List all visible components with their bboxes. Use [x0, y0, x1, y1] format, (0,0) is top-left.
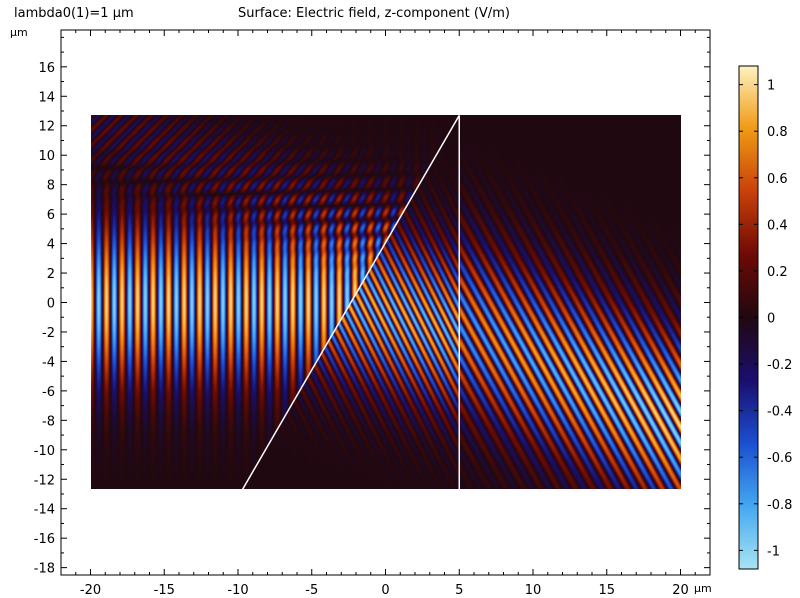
- colorbar: 1 0.8 0.6 0.4 0.2 0 -0.2 -0.4 -0.6 -0.8 -1: [738, 65, 792, 570]
- y-tick-label: 12: [38, 120, 55, 135]
- x-tick-label: -20: [80, 583, 101, 598]
- x-tick-label: 0: [381, 583, 389, 598]
- y-tick-label: -18: [34, 562, 55, 577]
- y-tick-label: -8: [42, 414, 55, 429]
- y-axis: -18 -16 -14 -12 -10 -8 -6 -4 -2 0 2 4 6 8 10 12 14 16: [34, 36, 710, 577]
- y-tick-label: -6: [42, 385, 55, 400]
- field-surface: [90, 115, 681, 490]
- x-tick-label: 15: [598, 583, 615, 598]
- y-tick-label: -12: [34, 473, 55, 488]
- x-tick-label: 20: [672, 583, 689, 598]
- x-unit-label: µm: [694, 582, 712, 595]
- colorbar-tick-label: 0.4: [767, 218, 788, 233]
- colorbar-tick-label: 0.2: [767, 265, 788, 280]
- y-tick-label: -2: [42, 326, 55, 341]
- y-tick-label: 10: [38, 149, 55, 164]
- plot-title: Surface: Electric field, z-component (V/…: [238, 6, 510, 21]
- x-tick-label: 10: [525, 583, 542, 598]
- y-tick-label: 0: [47, 297, 55, 312]
- x-tick-label: -5: [305, 583, 318, 598]
- colorbar-tick-label: 0: [767, 312, 775, 327]
- y-tick-label: 14: [38, 90, 55, 105]
- x-axis: -20 -15 -10 -5 0 5 10 15 20: [60, 30, 711, 598]
- parameter-label: lambda0(1)=1 µm: [14, 6, 134, 21]
- colorbar-tick-label: -0.2: [767, 358, 792, 373]
- x-tick-label: 5: [455, 583, 463, 598]
- field-heatmap-canvas: [90, 115, 681, 490]
- colorbar-tick-label: 0.8: [767, 125, 788, 140]
- colorbar-tick-label: -1: [767, 544, 780, 559]
- colorbar-gradient: [739, 66, 758, 569]
- colorbar-tick-label: 1: [767, 79, 775, 94]
- y-unit-label: µm: [10, 26, 28, 39]
- x-tick-label: -15: [154, 583, 175, 598]
- y-tick-label: -4: [42, 355, 55, 370]
- y-tick-label: 2: [47, 267, 55, 282]
- colorbar-tick-label: -0.4: [767, 405, 792, 420]
- colorbar-tick-label: -0.8: [767, 498, 792, 513]
- y-tick-label: 4: [47, 238, 55, 253]
- colorbar-tick-label: 0.6: [767, 172, 788, 187]
- x-tick-label: -10: [227, 583, 248, 598]
- y-tick-label: -16: [34, 532, 55, 547]
- colorbar-ticks: 1 0.8 0.6 0.4 0.2 0 -0.2 -0.4 -0.6 -0.8 -1: [739, 79, 792, 559]
- y-tick-label: -10: [34, 444, 55, 459]
- prism-diagonal-line: [241, 115, 460, 490]
- y-tick-label: 6: [47, 208, 55, 223]
- colorbar-tick-label: -0.6: [767, 451, 792, 466]
- y-tick-label: 8: [47, 179, 55, 194]
- y-tick-label: 16: [38, 61, 55, 76]
- boundary-lines: [241, 115, 460, 490]
- y-tick-label: -14: [34, 503, 55, 518]
